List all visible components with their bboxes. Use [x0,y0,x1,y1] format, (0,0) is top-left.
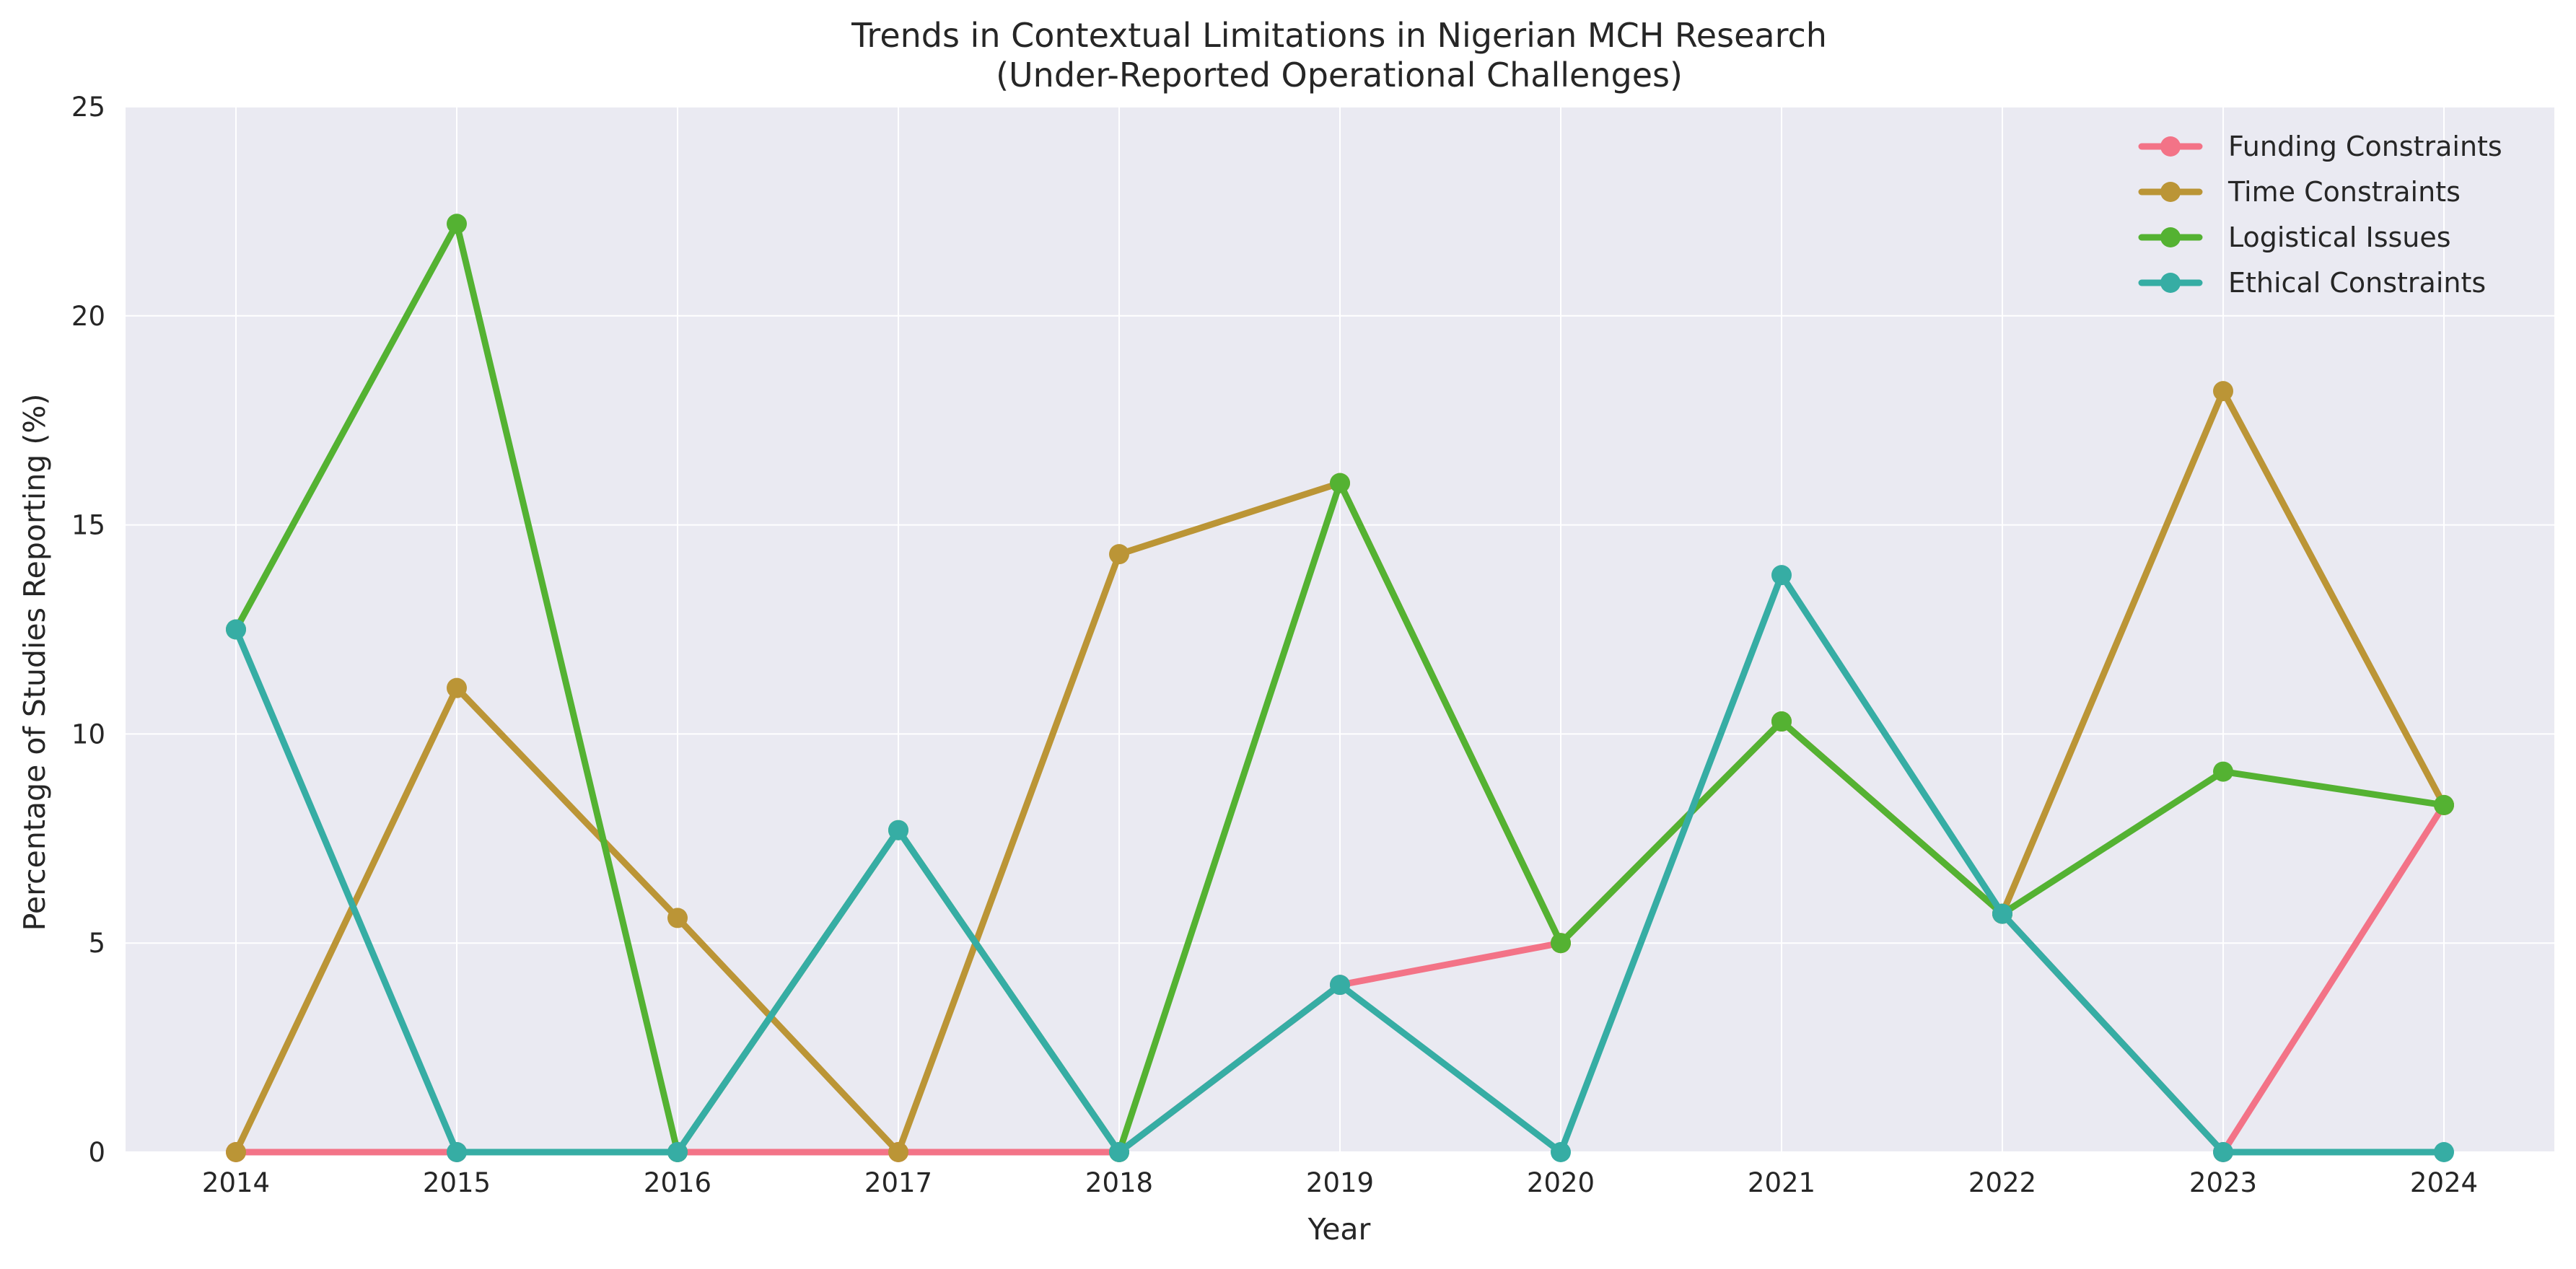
y-tick-label: 0 [88,1137,105,1168]
data-point [1330,473,1350,493]
x-tick-label: 2016 [644,1167,711,1198]
x-tick-label: 2024 [2410,1167,2478,1198]
legend-item: Time Constraints [2138,176,2461,208]
data-point [2213,761,2233,782]
legend-label: Funding Constraints [2228,131,2502,162]
legend-swatch-marker [2160,227,2181,247]
data-point [667,908,688,928]
data-point [447,677,467,698]
data-point [888,820,908,840]
y-tick-label: 20 [71,301,105,332]
data-point [1771,711,1792,732]
y-tick-label: 15 [71,510,105,541]
series-layer [226,214,2454,1162]
chart-title: Trends in Contextual Limitations in Nige… [851,16,1827,55]
legend: Funding Constraints Time Constraints Logis… [2138,131,2502,299]
data-point [888,1142,908,1162]
data-point [447,1142,467,1162]
data-point [2213,381,2233,402]
x-tick-label: 2023 [2189,1167,2257,1198]
data-point [2434,794,2454,815]
tick-labels: 0 5 10 15 20 25 2014 2015 2016 2017 2018 2019 2020 20… [71,92,2478,1198]
x-tick-label: 2014 [202,1167,270,1198]
data-point [1109,1142,1129,1162]
data-point [447,214,467,234]
y-tick-label: 25 [71,92,105,123]
data-point [2213,1142,2233,1162]
legend-label: Logistical Issues [2228,221,2451,253]
legend-swatch-marker [2160,273,2181,293]
x-tick-label: 2022 [1968,1167,2036,1198]
data-point [1109,544,1129,565]
data-point [1771,565,1792,586]
legend-label: Time Constraints [2227,176,2461,208]
y-tick-label: 10 [71,719,105,750]
legend-swatch-marker [2160,182,2181,202]
x-tick-label: 2015 [423,1167,491,1198]
x-axis-label: Year [1307,1212,1371,1247]
y-axis-label: Percentage of Studies Reporting (%) [17,394,52,931]
data-point [1551,933,1571,954]
data-point [226,619,246,640]
data-point [1551,1142,1571,1162]
legend-item: Logistical Issues [2138,221,2451,253]
x-tick-label: 2018 [1085,1167,1153,1198]
data-point [1992,903,2012,924]
legend-label: Ethical Constraints [2228,267,2486,299]
x-tick-label: 2017 [864,1167,932,1198]
data-point [226,1142,246,1162]
data-point [667,1142,688,1162]
y-tick-label: 5 [88,928,105,959]
x-tick-label: 2020 [1527,1167,1595,1198]
legend-swatch-marker [2160,136,2181,157]
legend-item: Ethical Constraints [2138,267,2486,299]
x-tick-label: 2019 [1306,1167,1374,1198]
chart-subtitle: (Under-Reported Operational Challenges) [996,56,1683,95]
legend-item: Funding Constraints [2138,131,2502,162]
x-tick-label: 2021 [1748,1167,1815,1198]
data-point [1330,975,1350,996]
series-ethical-constraints [226,565,2454,1162]
data-point [2434,1142,2454,1162]
